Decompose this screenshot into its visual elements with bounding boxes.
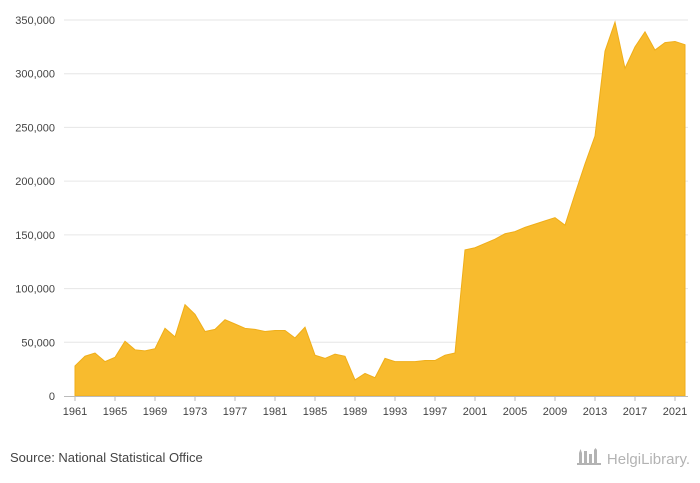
x-tick-label: 1977: [223, 406, 247, 418]
y-axis-tick-labels: 0 50,000 100,000 150,000 200,000 250,000 300,0…: [15, 15, 55, 403]
y-tick-label: 350,000: [15, 15, 55, 27]
y-tick-label: 0: [49, 391, 55, 403]
x-tick-label: 1981: [263, 406, 287, 418]
x-tick-label: 1993: [383, 406, 407, 418]
gridlines: [64, 19, 688, 343]
x-tick-label: 2013: [583, 406, 607, 418]
series-area: [74, 20, 686, 397]
x-tick-label: 1997: [423, 406, 447, 418]
x-tick-label: 2005: [503, 406, 527, 418]
x-tick-label: 2009: [543, 406, 567, 418]
area-chart: 0 50,000 100,000 150,000 200,000 250,000 300,0…: [15, 15, 688, 418]
x-tick-label: 1969: [143, 406, 167, 418]
x-tick-label: 2001: [463, 406, 487, 418]
library-buildings-icon: [576, 448, 603, 471]
x-tick-label: 1973: [183, 406, 207, 418]
brand-name: HelgiLibrary.: [606, 451, 690, 468]
x-tick-label: 2021: [663, 406, 687, 418]
y-tick-label: 150,000: [15, 230, 55, 242]
x-axis-tick-labels: 1961 1965 1969 1973 1977 1981 1985 1989 1993 1997…: [63, 396, 687, 418]
y-tick-label: 50,000: [21, 337, 55, 349]
x-tick-label: 1989: [343, 406, 367, 418]
x-tick-label: 2017: [623, 406, 647, 418]
y-tick-label: 300,000: [15, 69, 55, 81]
source-note: Source: National Statistical Office: [10, 450, 203, 465]
data-area: [74, 20, 686, 397]
x-tick-label: 1961: [63, 406, 87, 418]
x-tick-label: 1965: [103, 406, 127, 418]
y-tick-label: 100,000: [15, 284, 55, 296]
y-tick-label: 200,000: [15, 176, 55, 188]
brand-link[interactable]: HelgiLibrary.: [576, 448, 690, 471]
x-tick-label: 1985: [303, 406, 327, 418]
y-tick-label: 250,000: [15, 122, 55, 134]
